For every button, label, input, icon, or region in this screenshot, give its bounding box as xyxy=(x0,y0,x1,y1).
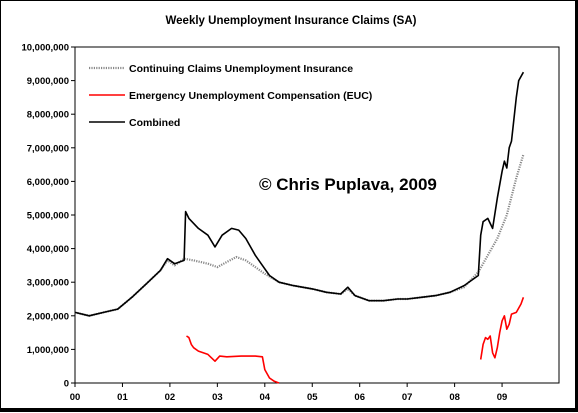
legend-label: Continuing Claims Unemployment Insurance xyxy=(129,63,353,75)
y-axis: 0 1,000,000 2,000,000 3,000,000 4,000,000 5,0… xyxy=(21,43,75,390)
x-axis: 00 01 02 03 04 05 06 07 08 09 xyxy=(70,383,508,403)
x-tick-label: 06 xyxy=(354,392,365,403)
copyright-watermark: © Chris Puplava, 2009 xyxy=(259,175,437,194)
x-tick-label: 03 xyxy=(212,392,223,403)
y-tick-label: 9,000,000 xyxy=(27,76,69,87)
y-tick-label: 3,000,000 xyxy=(27,278,69,289)
x-tick-label: 01 xyxy=(117,392,128,403)
x-tick-label: 02 xyxy=(165,392,176,403)
x-tick-label: 05 xyxy=(307,392,318,403)
x-tick-label: 00 xyxy=(70,392,81,403)
y-tick-label: 1,000,000 xyxy=(27,345,69,356)
y-tick-label: 0 xyxy=(64,379,69,390)
series-line-euc xyxy=(479,297,525,360)
x-tick-label: 09 xyxy=(497,392,508,403)
series-layer xyxy=(74,71,525,384)
y-tick-label: 6,000,000 xyxy=(27,177,69,188)
y-tick-label: 8,000,000 xyxy=(27,110,69,121)
y-tick-label: 2,000,000 xyxy=(27,311,69,322)
y-tick-label: 10,000,000 xyxy=(21,43,69,54)
y-tick-label: 4,000,000 xyxy=(27,244,69,255)
y-tick-label: 7,000,000 xyxy=(27,143,69,154)
chart-title: Weekly Unemployment Insurance Claims (SA… xyxy=(166,15,417,27)
series-line-combined xyxy=(74,71,525,317)
x-tick-label: 04 xyxy=(260,392,271,403)
legend-label: Emergency Unemployment Compensation (EUC… xyxy=(129,90,372,102)
x-tick-label: 07 xyxy=(402,392,413,403)
x-tick-label: 08 xyxy=(449,392,460,403)
y-tick-label: 5,000,000 xyxy=(27,211,69,222)
series-line-euc xyxy=(186,335,280,384)
legend-label: Combined xyxy=(129,117,180,129)
legend: Continuing Claims Unemployment Insurance… xyxy=(89,63,372,129)
